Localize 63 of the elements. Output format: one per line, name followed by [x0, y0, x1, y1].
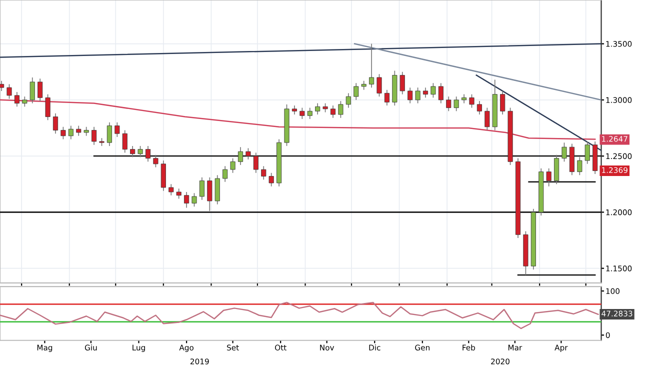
candlestick: [438, 82, 444, 104]
candlestick: [484, 107, 490, 131]
candlestick: [176, 188, 182, 200]
candlestick: [184, 192, 190, 208]
candlestick: [76, 125, 82, 136]
candlestick: [38, 78, 43, 102]
candlestick: [168, 184, 174, 196]
candlestick: [415, 87, 420, 104]
candlestick: [400, 71, 405, 95]
candlestick: [408, 87, 413, 104]
candlestick: [376, 74, 382, 97]
candlestick: [6, 84, 12, 100]
line-series: [0, 99, 596, 140]
candlestick: [338, 100, 344, 118]
candlestick: [354, 82, 359, 100]
candlestick: [300, 107, 305, 120]
candlestick: [384, 89, 390, 106]
candlestick: [546, 168, 552, 187]
candlestick: [222, 166, 228, 182]
candlestick: [454, 96, 459, 112]
candlestick: [160, 160, 166, 192]
candlestick: [192, 192, 197, 207]
candlestick: [214, 174, 220, 205]
candlestick: [469, 94, 474, 108]
candlestick: [114, 122, 120, 138]
candlestick: [500, 90, 506, 115]
candlestick: [554, 154, 560, 185]
candlestick: [14, 92, 20, 108]
candlestick: [122, 130, 128, 154]
candlestick: [238, 146, 244, 166]
candlestick: [230, 158, 236, 174]
candlestick: [130, 146, 136, 158]
candlestick: [330, 105, 336, 118]
candlestick: [199, 176, 204, 200]
candlestick: [268, 172, 274, 187]
candlestick: [315, 102, 320, 115]
candlestick: [45, 94, 50, 121]
candlestick: [307, 107, 312, 120]
candlestick: [346, 92, 351, 108]
candlestick: [68, 125, 74, 140]
candlestick: [577, 156, 582, 176]
candlestick: [145, 146, 151, 162]
candlestick: [0, 80, 4, 92]
candlestick: [30, 77, 35, 104]
candlestick: [422, 87, 428, 98]
candlestick: [246, 148, 251, 160]
candlestick: [138, 146, 143, 158]
candlestick: [92, 126, 97, 146]
candlestick: [476, 100, 482, 115]
candlestick: [153, 154, 158, 168]
candlestick: [584, 141, 590, 164]
candlestick: [52, 112, 58, 134]
candlestick: [369, 43, 374, 88]
candlestick: [22, 96, 28, 108]
candlestick: [60, 126, 66, 140]
candlestick: [562, 142, 567, 162]
candlestick: [207, 176, 212, 212]
candlestick: [261, 166, 266, 180]
candlestick: [430, 82, 436, 98]
candlestick: [446, 96, 452, 112]
candlestick: [253, 152, 258, 174]
candlestick: [106, 122, 112, 146]
line-series: [0, 302, 599, 330]
